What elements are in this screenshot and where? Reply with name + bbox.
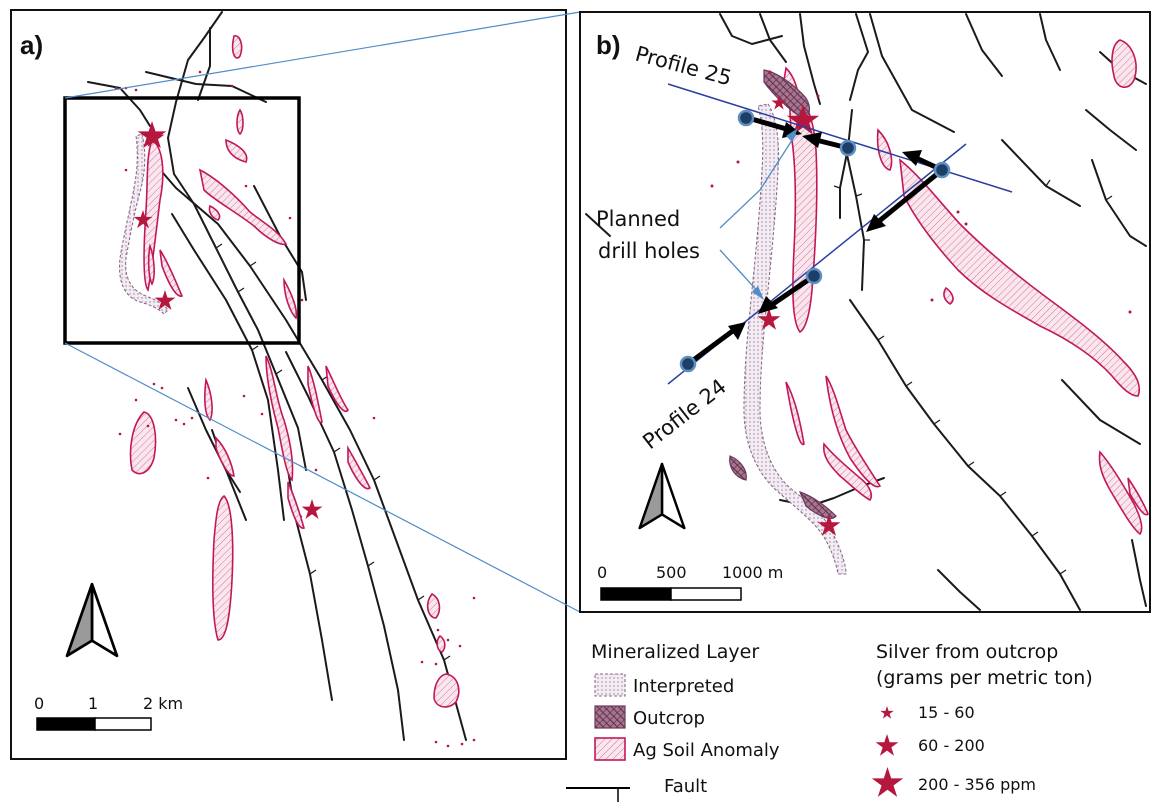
legend-outcrop-swatch [594, 705, 626, 729]
panel-a-label: a) [20, 30, 43, 60]
scale-b-tick-2: 1000 m [722, 563, 783, 582]
drill-hole-icon [679, 355, 697, 373]
legend-fault-label: Fault [664, 776, 707, 797]
scale-a-tick-0: 0 [34, 694, 44, 713]
scale-b-tick-0: 0 [597, 563, 607, 582]
planned-label-line1: Planned [596, 207, 680, 231]
panel-b-scale-bar: 0 500 1000 m [597, 563, 783, 601]
scale-b-tick-1: 500 [656, 563, 687, 582]
panel-a-silver-samples [114, 70, 476, 748]
inset-extent-box [63, 96, 301, 345]
legend: Mineralized Layer Interpreted Outcrop Ag… [566, 641, 1093, 802]
panel-a-scale-bar: 0 1 2 km [34, 694, 183, 731]
panel-b: b) [579, 11, 1151, 613]
drill-hole-icon [839, 139, 857, 157]
scale-a-tick-1: 1 [88, 694, 98, 713]
panel-b-silver-samples [710, 70, 1132, 536]
panel-b-mineralized-layer [729, 69, 847, 575]
drill-hole-icon [933, 161, 951, 179]
legend-silver-title-2: (grams per metric ton) [876, 667, 1093, 689]
panel-a: a) [10, 9, 567, 760]
scale-a-tick-2: 2 km [143, 694, 183, 713]
legend-anomaly-label: Ag Soil Anomaly [633, 740, 780, 761]
legend-silver-class-3: 200 - 356 ppm [918, 775, 1036, 794]
zoom-connector-lines [64, 11, 581, 613]
legend-outcrop-label: Outcrop [633, 708, 705, 729]
panel-b-fault-ticks [833, 179, 1113, 575]
legend-interpreted-label: Interpreted [633, 676, 734, 697]
legend-silver-class-1: 15 - 60 [918, 703, 975, 722]
drill-hole-icon [737, 109, 755, 127]
panel-b-drill-holes [679, 109, 951, 373]
legend-layer-title: Mineralized Layer [591, 641, 759, 663]
planned-drill-holes-callout: Planned drill holes [596, 128, 798, 300]
drill-hole-icon [805, 267, 823, 285]
legend-silver-class-2: 60 - 200 [918, 736, 985, 755]
panel-b-label: b) [596, 30, 621, 60]
panel-a-soil-anomalies [129, 35, 460, 708]
profile-25-line [667, 83, 1013, 193]
star-icon [880, 706, 894, 719]
legend-silver-title-1: Silver from outcrop [876, 641, 1058, 663]
star-icon [875, 734, 899, 756]
panel-a-interpreted-layer [118, 133, 169, 315]
legend-fault-symbol [566, 787, 630, 802]
legend-anomaly-swatch [594, 737, 626, 761]
planned-label-line2: drill holes [598, 239, 700, 263]
star-icon [871, 767, 904, 797]
legend-interpreted-swatch [594, 673, 626, 697]
